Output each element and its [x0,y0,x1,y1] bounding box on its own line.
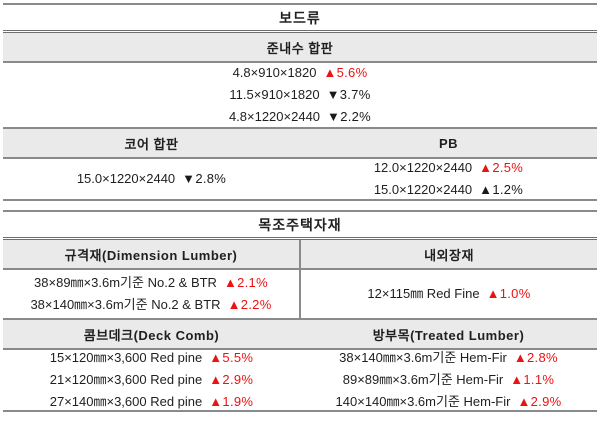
delta-value: ▼2.2% [327,109,372,124]
board-table: 보드류 준내수 합판 4.8×910×1820 ▲5.6% 11.5×910×1… [3,3,597,201]
spec-label: 15.0×1220×2440 [373,182,473,197]
spec-label: 38×140㎜×3.6m기준 No.2 & BTR [30,297,221,312]
delta-value: ▲2.1% [223,275,268,290]
table-gap [0,201,600,207]
dimension-lumber-data-cell: 38×89㎜×3.6m기준 No.2 & BTR ▲2.1% 38×140㎜×3… [3,270,301,318]
deck-data-block: 15×120㎜×3,600 Red pine ▲5.5% 21×120㎜×3,6… [3,350,597,412]
delta-value: ▲2.9% [209,372,254,387]
dimension-lumber-header: 규격재(Dimension Lumber) [3,240,301,268]
spec-label: 21×120㎜×3,600 Red pine [49,372,203,387]
spec-label: 89×89㎜×3.6m기준 Hem-Fir [342,372,504,387]
plywood-data-cell: 4.8×910×1820 ▲5.6% 11.5×910×1820 ▼3.7% 4… [3,63,597,127]
spec-label: 15×120㎜×3,600 Red pine [49,350,203,365]
delta-value: ▲2.9% [517,394,562,409]
spec-label: 38×140㎜×3.6m기준 Hem-Fir [339,350,507,365]
core-pb-data-block: 15.0×1220×2440 ▼2.8% 12.0×1220×2440 ▲2.5… [3,159,597,201]
price-row: 4.8×910×1820 ▲5.6% [233,62,368,84]
interior-exterior-header: 내외장재 [424,247,474,263]
plywood-data-block: 4.8×910×1820 ▲5.6% 11.5×910×1820 ▼3.7% 4… [3,63,597,129]
price-row: 27×140㎜×3,600 Red pine ▲1.9% [50,391,254,413]
core-plywood-header: 코어 합판 [124,136,179,152]
delta-value: ▲1.0% [486,286,531,301]
price-row: 4.8×1220×2440 ▼2.2% [229,106,371,128]
deck-comb-data-cell: 15×120㎜×3,600 Red pine ▲5.5% 21×120㎜×3,6… [3,350,300,410]
spec-label: 4.8×1220×2440 [228,109,321,124]
delta-value: ▲1.2% [479,182,524,197]
price-row: 140×140㎜×3.6m기준 Hem-Fir ▲2.9% [336,391,562,413]
price-row: 38×140㎜×3.6m기준 No.2 & BTR ▲2.2% [30,294,271,316]
treated-lumber-data-cell: 38×140㎜×3.6m기준 Hem-Fir ▲2.8% 89×89㎜×3.6m… [300,350,597,410]
price-row: 15×120㎜×3,600 Red pine ▲5.5% [50,347,254,369]
delta-value: ▼3.7% [326,87,371,102]
price-row: 12×115㎜ Red Fine ▲1.0% [367,283,530,305]
spec-label: 4.8×910×1820 [232,65,317,80]
lumber-table-title: 목조주택자재 [3,212,597,240]
lumber-table: 목조주택자재 규격재(Dimension Lumber) 내외장재 38×89㎜… [3,210,597,412]
price-row: 15.0×1220×2440 ▲1.2% [374,179,523,201]
board-table-title: 보드류 [3,5,597,33]
deck-comb-header: 콤브데크(Deck Comb) [83,327,220,343]
price-row: 12.0×1220×2440 ▲2.5% [374,157,523,179]
price-row: 21×120㎜×3,600 Red pine ▲2.9% [50,369,254,391]
deck-header-row: 콤브데크(Deck Comb) 방부목(Treated Lumber) [3,320,597,350]
spec-label: 15.0×1220×2440 [76,171,176,186]
delta-value: ▲1.1% [510,372,555,387]
price-row: 89×89㎜×3.6m기준 Hem-Fir ▲1.1% [343,369,554,391]
spec-label: 27×140㎜×3,600 Red pine [49,394,203,409]
interior-exterior-data-cell: 12×115㎜ Red Fine ▲1.0% [301,270,597,318]
plywood-header-row: 준내수 합판 [3,33,597,63]
spec-label: 12.0×1220×2440 [373,160,473,175]
delta-value: ▲5.5% [209,350,254,365]
dimension-header-row: 규격재(Dimension Lumber) 내외장재 [3,240,597,270]
delta-value: ▲2.5% [479,160,524,175]
core-pb-header-row: 코어 합판 PB [3,129,597,159]
price-row: 38×140㎜×3.6m기준 Hem-Fir ▲2.8% [339,347,558,369]
delta-value: ▲5.6% [323,65,368,80]
price-row: 38×89㎜×3.6m기준 No.2 & BTR ▲2.1% [34,272,268,294]
core-plywood-data-cell: 15.0×1220×2440 ▼2.8% [3,159,300,199]
spec-label: 12×115㎜ Red Fine [367,286,480,301]
spec-label: 140×140㎜×3.6m기준 Hem-Fir [335,394,511,409]
plywood-header: 준내수 합판 [266,40,334,56]
price-row: 15.0×1220×2440 ▼2.8% [77,168,226,190]
spec-label: 38×89㎜×3.6m기준 No.2 & BTR [34,275,217,290]
delta-value: ▲1.9% [209,394,254,409]
delta-value: ▲2.8% [513,350,558,365]
pb-data-cell: 12.0×1220×2440 ▲2.5% 15.0×1220×2440 ▲1.2… [300,159,597,199]
treated-lumber-header: 방부목(Treated Lumber) [372,327,525,343]
dimension-data-block: 38×89㎜×3.6m기준 No.2 & BTR ▲2.1% 38×140㎜×3… [3,270,597,320]
delta-value: ▲2.2% [227,297,272,312]
delta-value: ▼2.8% [182,171,227,186]
pb-header: PB [438,135,459,151]
price-row: 11.5×910×1820 ▼3.7% [229,84,370,106]
spec-label: 11.5×910×1820 [229,87,320,102]
